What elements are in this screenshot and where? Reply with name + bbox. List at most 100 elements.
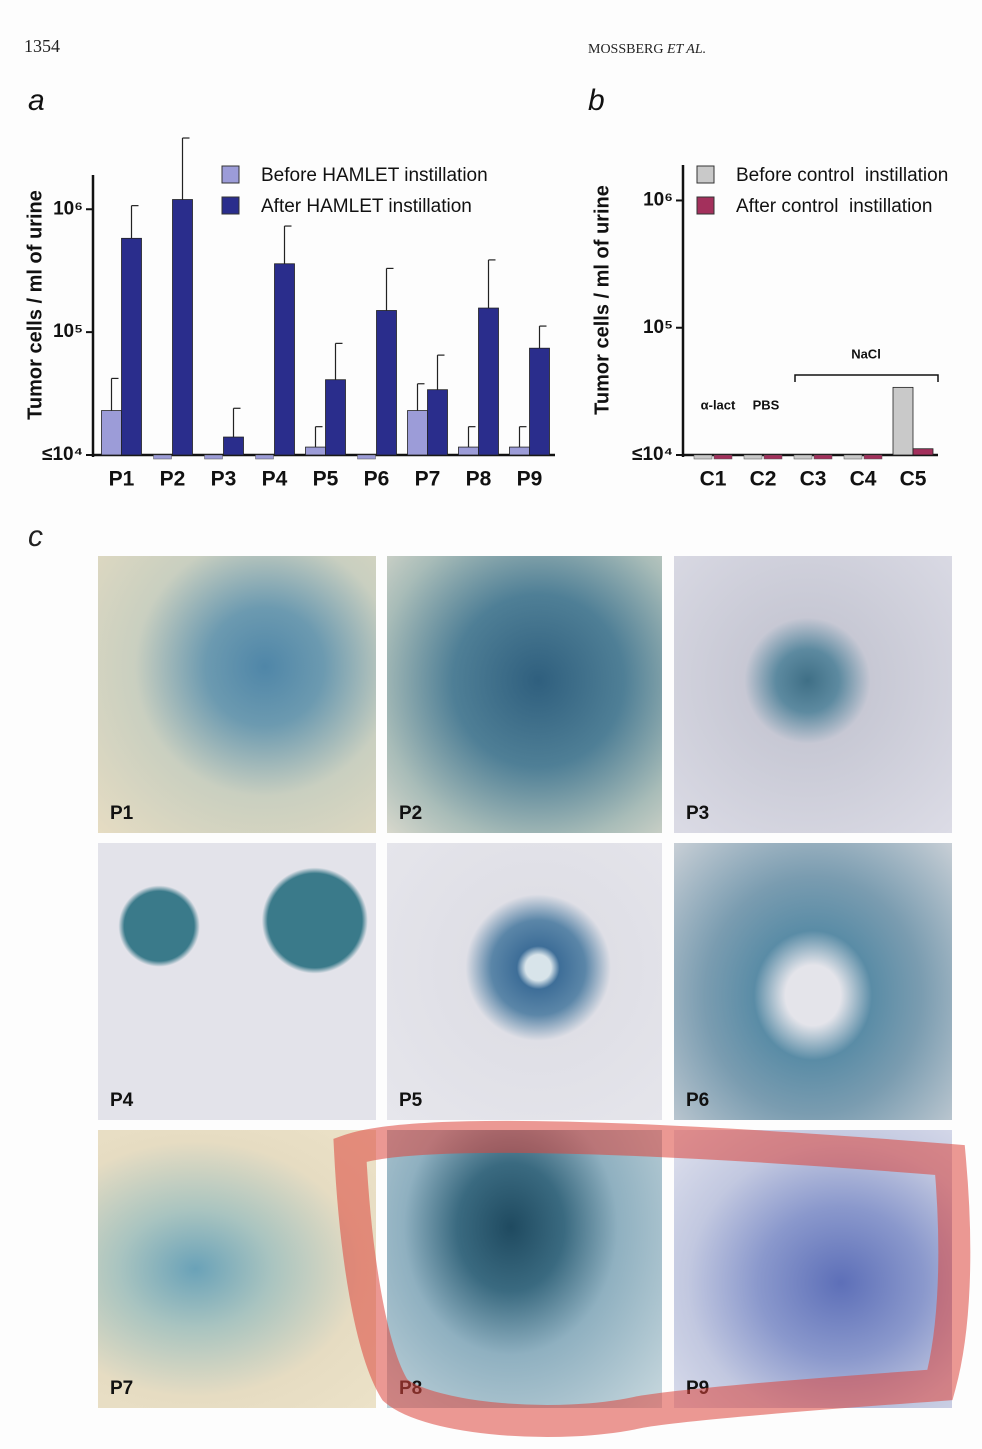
bar xyxy=(325,379,346,456)
error-bar xyxy=(130,205,139,239)
micrograph: P8 xyxy=(387,1130,662,1408)
bar xyxy=(478,307,499,456)
bar xyxy=(529,347,550,456)
y-tick-label: 10⁶ xyxy=(53,198,83,219)
bar xyxy=(101,410,122,456)
micrograph-label: P1 xyxy=(110,803,134,824)
bar xyxy=(427,389,448,456)
y-tick-label: 10⁶ xyxy=(643,189,673,210)
error-bar xyxy=(283,225,292,264)
y-tick-label: 10⁵ xyxy=(53,321,83,342)
x-tick-label: C1 xyxy=(700,468,727,491)
legend-swatch xyxy=(221,165,240,184)
y-tick-label: ≤10⁴ xyxy=(42,444,83,465)
bar xyxy=(274,263,295,456)
x-tick-label: P5 xyxy=(313,468,339,491)
micrograph-label: P3 xyxy=(686,803,710,824)
bar xyxy=(693,454,713,460)
bar xyxy=(458,446,479,456)
bar xyxy=(912,448,934,456)
x-tick-label: P3 xyxy=(211,468,237,491)
error-bar xyxy=(314,426,323,448)
x-tick-label: C2 xyxy=(750,468,777,491)
bracket xyxy=(794,374,939,382)
legend-label: After HAMLET instillation xyxy=(261,196,472,217)
bar xyxy=(843,454,863,460)
x-tick-label: P4 xyxy=(262,468,288,491)
micrograph: P4 xyxy=(98,843,376,1120)
error-bar xyxy=(518,426,527,448)
micrograph-label: P6 xyxy=(686,1090,710,1111)
bar xyxy=(153,454,172,460)
x-tick-label: P9 xyxy=(517,468,543,491)
error-bar xyxy=(181,137,190,200)
x-tick-label: P1 xyxy=(109,468,135,491)
bar xyxy=(204,454,223,460)
error-bar xyxy=(416,383,425,411)
micrograph: P1 xyxy=(98,556,376,833)
bar xyxy=(743,454,763,460)
legend-swatch xyxy=(696,196,715,215)
error-bar xyxy=(538,325,547,349)
x-tick-label: C4 xyxy=(850,468,877,491)
charts: a Tumor cells / ml of urine ≤10⁴ 10⁵ 10⁶ P1 P2… xyxy=(24,84,948,491)
micrograph: P5 xyxy=(387,843,662,1120)
bar xyxy=(509,446,530,456)
authors-suffix: ET AL. xyxy=(666,42,707,57)
micrograph-label: P4 xyxy=(110,1090,134,1111)
panel-letter: b xyxy=(588,84,605,117)
x-tick-label: P8 xyxy=(466,468,492,491)
bar xyxy=(121,237,142,456)
bar xyxy=(376,310,397,456)
y-axis-label: Tumor cells / ml of urine xyxy=(24,190,46,420)
annotation: NaCl xyxy=(851,346,881,361)
y-tick-label: ≤10⁴ xyxy=(632,444,673,465)
micrograph-label: P2 xyxy=(399,803,423,824)
micrograph-label: P7 xyxy=(110,1378,134,1399)
micrograph-label: P8 xyxy=(399,1378,423,1399)
bar xyxy=(305,446,326,456)
annotation: PBS xyxy=(753,397,780,412)
micrograph: P2 xyxy=(387,556,662,833)
micrograph: P7 xyxy=(98,1130,376,1408)
x-tick-label: C5 xyxy=(900,468,927,491)
bar xyxy=(813,454,833,460)
error-bar xyxy=(436,354,445,390)
bar xyxy=(172,199,193,456)
error-bar xyxy=(232,407,241,438)
page-number: 1354 xyxy=(24,36,60,56)
micrograph-label: P9 xyxy=(686,1378,710,1399)
bar xyxy=(892,386,914,456)
error-bar xyxy=(110,377,119,411)
x-tick-label: P2 xyxy=(160,468,186,491)
legend-label: Before control instillation xyxy=(736,165,948,186)
bar xyxy=(763,454,783,460)
error-bar xyxy=(487,259,496,309)
error-bar xyxy=(334,342,343,380)
legend-label: Before HAMLET instillation xyxy=(261,165,488,186)
annotation: α-lact xyxy=(701,397,736,412)
bar xyxy=(713,454,733,460)
y-axis-label: Tumor cells / ml of urine xyxy=(591,185,613,415)
bar xyxy=(357,454,376,460)
micrograph-label: P5 xyxy=(399,1090,423,1111)
running-head: MOSSBERG ET AL. xyxy=(588,42,706,58)
legend-swatch xyxy=(221,196,240,215)
bar xyxy=(407,410,428,456)
bar xyxy=(223,436,244,456)
panel-letter: a xyxy=(28,84,45,117)
legend-swatch xyxy=(696,165,715,184)
legend-label: After control instillation xyxy=(736,196,932,217)
error-bar xyxy=(385,267,394,311)
bar xyxy=(255,454,274,460)
bar xyxy=(793,454,813,460)
bar xyxy=(863,454,883,460)
micrograph: P6 xyxy=(674,843,952,1120)
x-tick-label: P7 xyxy=(415,468,441,491)
micrograph: P3 xyxy=(674,556,952,833)
y-tick-label: 10⁵ xyxy=(643,317,673,338)
panel-letter: c xyxy=(28,520,43,553)
micrograph: P9 xyxy=(674,1130,952,1408)
authors: MOSSBERG xyxy=(588,42,664,57)
